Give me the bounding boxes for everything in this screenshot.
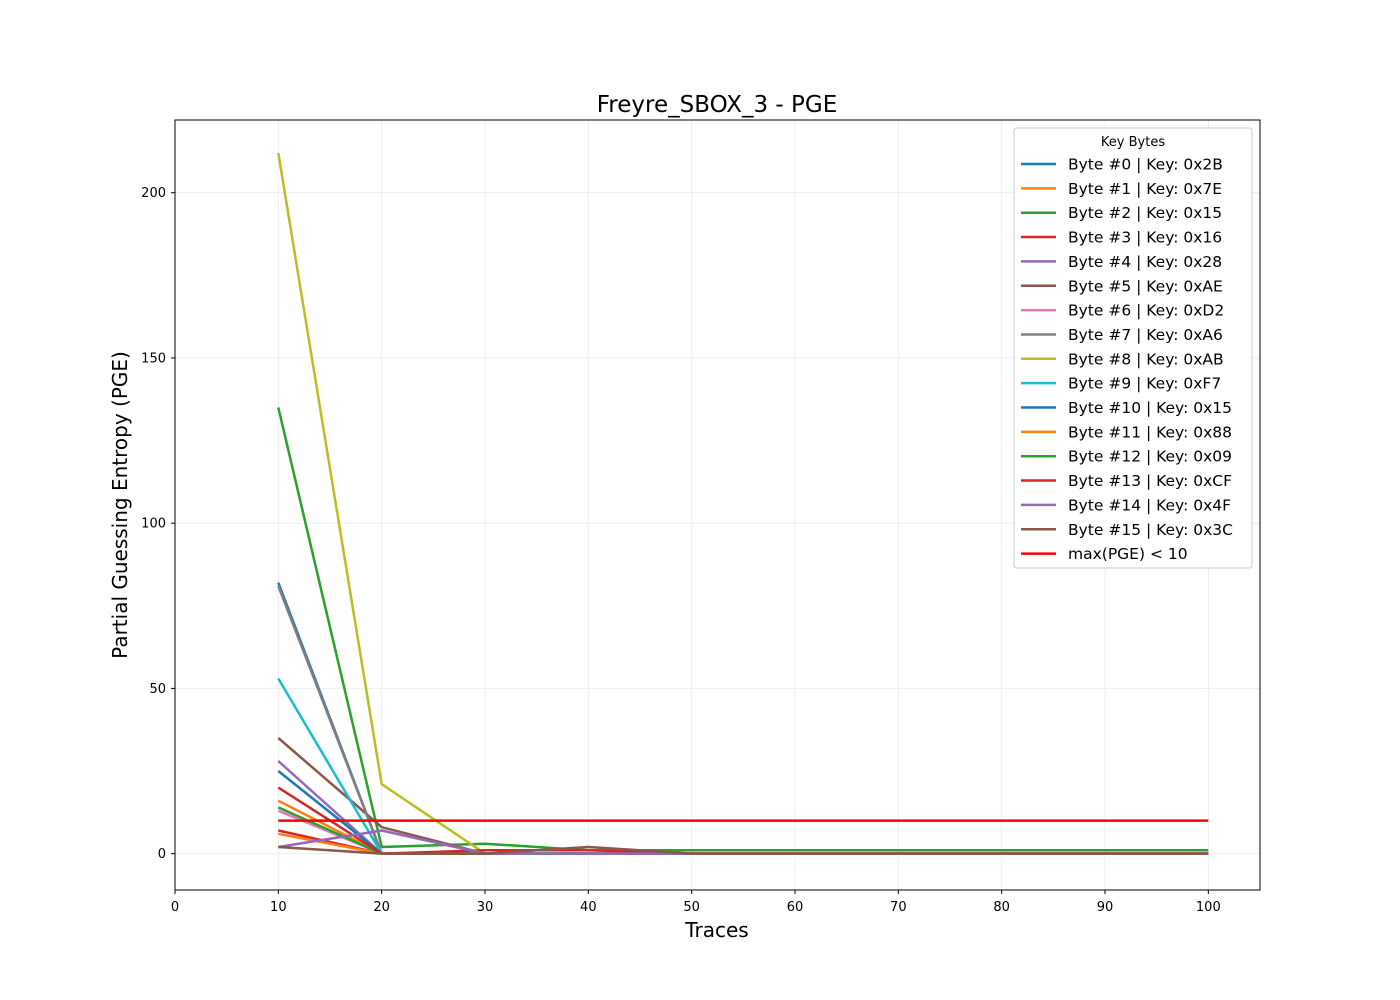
- legend-label-14: Byte #14 | Key: 0x4F: [1068, 496, 1231, 514]
- x-tick-label: 20: [373, 900, 390, 915]
- legend-label-11: Byte #11 | Key: 0x88: [1068, 423, 1232, 441]
- y-axis-title: Partial Guessing Entropy (PGE): [108, 351, 132, 659]
- y-tick-label: 200: [141, 186, 166, 201]
- y-axis: 0 50 100 150 200: [141, 186, 175, 862]
- legend-label-10: Byte #10 | Key: 0x15: [1068, 399, 1232, 417]
- x-tick-label: 30: [477, 900, 494, 915]
- series-line-5: [277, 737, 1209, 855]
- legend-label-0: Byte #0 | Key: 0x2B: [1068, 156, 1223, 174]
- legend-box: [1013, 127, 1253, 569]
- series-line-9: [277, 677, 1209, 855]
- legend-items: Byte #0 | Key: 0x2B Byte #1 | Key: 0x7E By…: [1021, 156, 1233, 563]
- legend-label-8: Byte #8 | Key: 0xAB: [1068, 350, 1224, 368]
- series-line-0: [277, 582, 1209, 855]
- legend-label-15: Byte #15 | Key: 0x3C: [1068, 521, 1233, 539]
- legend-label-5: Byte #5 | Key: 0xAE: [1068, 277, 1223, 295]
- x-tick-label: 80: [993, 900, 1010, 915]
- legend-title: Key Bytes: [1101, 135, 1165, 150]
- legend-label-3: Byte #3 | Key: 0x16: [1068, 229, 1222, 247]
- plot-frame: [174, 119, 1261, 891]
- x-tick-label: 100: [1196, 900, 1221, 915]
- x-tick-label: 10: [270, 900, 287, 915]
- legend-label-2: Byte #2 | Key: 0x15: [1068, 204, 1222, 222]
- y-tick-label: 150: [141, 351, 166, 366]
- x-axis-title: Traces: [684, 918, 748, 942]
- legend-label-7: Byte #7 | Key: 0xA6: [1068, 326, 1223, 344]
- y-tick-label: 100: [141, 517, 166, 532]
- legend-label-6: Byte #6 | Key: 0xD2: [1068, 302, 1224, 320]
- x-tick-label: 70: [890, 900, 907, 915]
- x-tick-label: 60: [787, 900, 804, 915]
- series-line-6: [277, 809, 1209, 855]
- legend-label-9: Byte #9 | Key: 0xF7: [1068, 375, 1221, 393]
- x-tick-label: 0: [171, 900, 179, 915]
- y-tick-label: 50: [149, 682, 166, 697]
- y-tick-label: 0: [158, 847, 166, 862]
- legend: Key Bytes Byte #0 | Key: 0x2B Byte #1 | K…: [1013, 127, 1253, 569]
- x-tick-label: 90: [1097, 900, 1114, 915]
- legend-label-1: Byte #1 | Key: 0x7E: [1068, 180, 1222, 198]
- chart-title: Freyre_SBOX_3 - PGE: [597, 92, 838, 118]
- series-line-15: [278, 845, 1209, 855]
- series-line-2: [277, 407, 1209, 852]
- legend-label-13: Byte #13 | Key: 0xCF: [1068, 472, 1232, 490]
- x-axis: 0 10 20 30 40 50 60 70 80 90 100: [171, 890, 1221, 915]
- series-layer: [277, 152, 1209, 855]
- x-tick-label: 50: [683, 900, 700, 915]
- legend-label-4: Byte #4 | Key: 0x28: [1068, 253, 1222, 271]
- legend-label-16: max(PGE) < 10: [1068, 545, 1188, 563]
- series-line-7: [277, 585, 1209, 855]
- series-line-10: [277, 770, 1209, 855]
- legend-label-12: Byte #12 | Key: 0x09: [1068, 448, 1232, 466]
- x-tick-label: 40: [580, 900, 597, 915]
